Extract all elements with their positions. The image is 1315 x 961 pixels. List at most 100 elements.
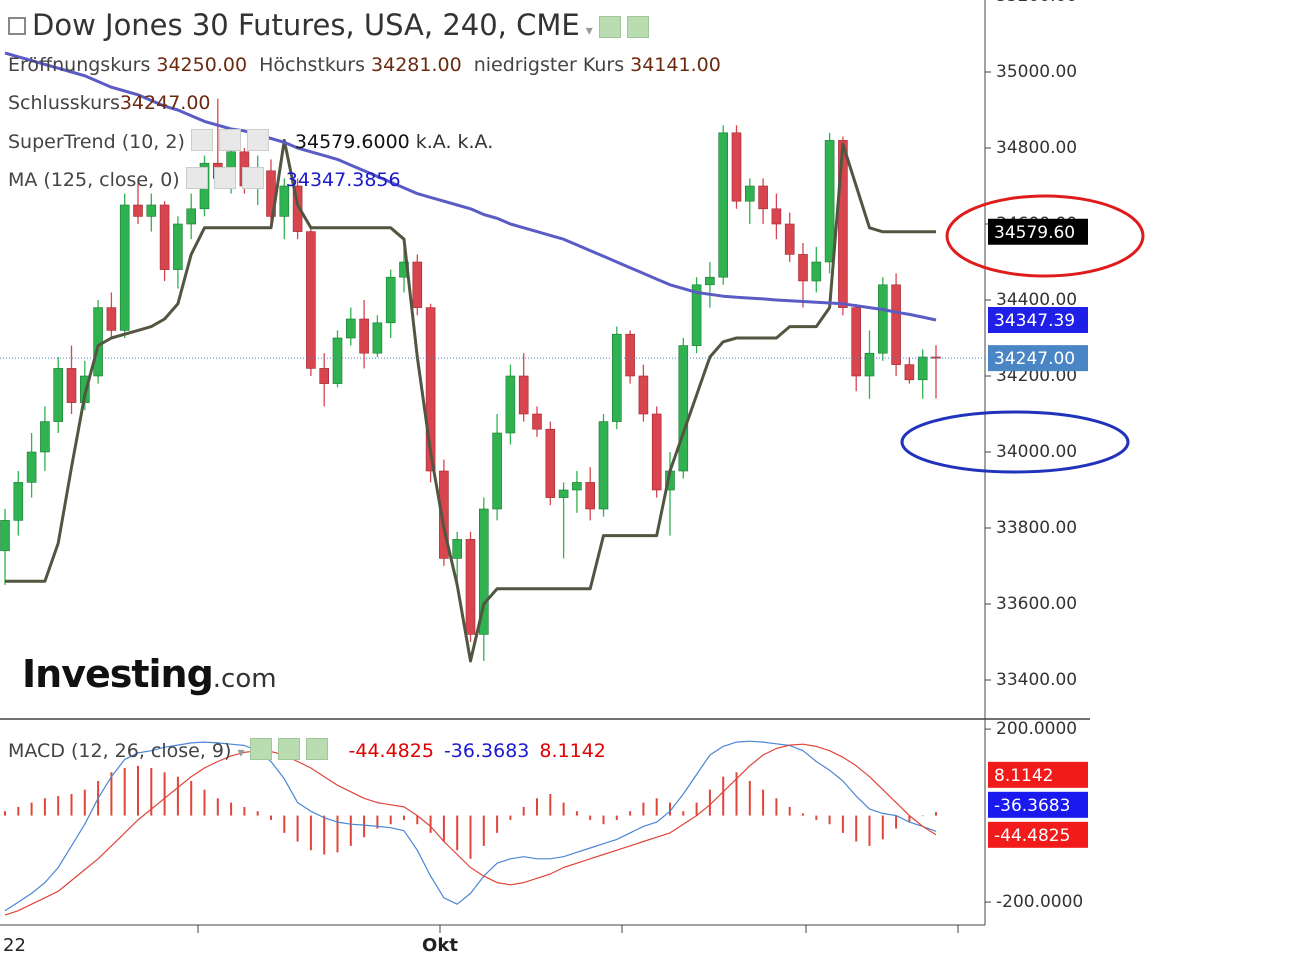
histogram-bar <box>828 815 831 825</box>
histogram-bar <box>176 776 179 816</box>
histogram-bar <box>868 815 871 846</box>
settings-icon[interactable] <box>598 16 621 38</box>
histogram-bar <box>815 815 818 820</box>
histogram-bar <box>30 802 33 816</box>
price-tag-label: -44.4825 <box>994 826 1070 846</box>
icon[interactable] <box>218 129 241 151</box>
candle-body <box>159 204 170 270</box>
indicator-line <box>4 51 937 322</box>
histogram-bar <box>4 811 6 816</box>
icon[interactable] <box>241 167 264 189</box>
candle-body <box>40 421 50 453</box>
histogram-bar <box>150 768 153 816</box>
y-tick-label: -200.0000 <box>996 892 1083 912</box>
icon[interactable] <box>190 129 213 151</box>
histogram-bar <box>482 815 485 846</box>
logo: Investing.com <box>22 652 277 696</box>
candle-body <box>758 185 768 210</box>
histogram-bar <box>536 798 538 816</box>
ohlc-legend: Eröffnungskurs 34250.00 Höchstkurs 34281.0… <box>8 54 727 76</box>
histogram-bar <box>363 815 366 838</box>
candle-body <box>385 276 396 324</box>
candle-body <box>838 140 848 308</box>
price-tag <box>988 761 1088 788</box>
candle-body <box>678 345 689 472</box>
indicator-legend: MA (125, close, 0) 34347.3856 <box>8 167 407 191</box>
ohlc-label: niedrigster Kurs <box>473 54 625 76</box>
candle-body <box>13 482 24 521</box>
y-tick-label: 200.0000 <box>996 719 1077 739</box>
icon[interactable] <box>306 738 329 760</box>
histogram-bar <box>921 815 924 817</box>
histogram-bar <box>296 815 299 842</box>
histogram-bar <box>389 815 392 825</box>
icon[interactable] <box>250 738 273 760</box>
histogram-bar <box>416 815 419 825</box>
candle-body <box>731 132 742 202</box>
title: Dow Jones 30 Futures, USA, 240, CME <box>32 8 580 42</box>
price-tag <box>988 218 1088 245</box>
indicator-line <box>4 743 937 916</box>
candle-body <box>651 413 662 491</box>
price-tag-label: 34347.39 <box>994 311 1075 331</box>
histogram-bar <box>469 815 472 859</box>
candle-body <box>119 204 130 331</box>
ohlc-legend: Schlusskurs34247.00 <box>8 92 217 114</box>
icon[interactable] <box>213 167 236 189</box>
candle-body <box>545 428 556 498</box>
candle-body <box>306 231 316 369</box>
candle-body <box>0 520 10 552</box>
candle-body <box>691 284 702 346</box>
histogram-bar <box>270 815 272 820</box>
candle-body <box>492 432 502 510</box>
ohlc-label: Eröffnungskurs <box>8 54 151 76</box>
indicator-name: SuperTrend (10, 2) <box>8 131 185 153</box>
y-tick-label: 33400.00 <box>996 670 1077 690</box>
price-tag-label: -36.3683 <box>994 796 1070 816</box>
indicator-line <box>5 138 936 663</box>
icon[interactable] <box>278 738 301 760</box>
macd-values: -44.4825 -36.3683 8.1142 <box>349 740 616 762</box>
indicator-value: k.A. <box>457 131 494 153</box>
histogram-bar <box>230 802 233 816</box>
histogram-bar <box>336 815 339 853</box>
y-tick-label: 35000.00 <box>996 62 1077 82</box>
dropdown-icon[interactable]: ▾ <box>585 23 593 39</box>
macd-value: -44.4825 <box>348 740 434 762</box>
histogram-bar <box>137 765 139 816</box>
dropdown-icon[interactable]: ▾ <box>237 745 245 761</box>
candle-body <box>106 307 117 331</box>
candle-body <box>439 470 449 559</box>
histogram-bar <box>908 815 911 823</box>
candle-body <box>53 368 64 422</box>
histogram-bar <box>110 772 113 816</box>
macd-value: -36.3683 <box>443 740 530 762</box>
histogram-bar <box>775 798 778 816</box>
price-tag-label: 34579.60 <box>994 223 1075 243</box>
candle-body <box>425 307 436 472</box>
price-tag <box>988 345 1088 372</box>
icon[interactable] <box>185 167 208 189</box>
candle-body <box>186 208 196 225</box>
x-ticks <box>197 925 959 933</box>
histogram-bar <box>429 815 432 833</box>
candle-body <box>705 276 715 286</box>
candle-body <box>638 375 649 415</box>
histogram-bar <box>376 815 379 829</box>
collapse-icon <box>8 17 26 35</box>
logo-text: Investing <box>22 652 214 696</box>
legend-title: Dow Jones 30 Futures, USA, 240, CME ▾ <box>8 8 655 42</box>
candle-body <box>851 307 862 377</box>
histogram-bar <box>123 768 126 816</box>
candle-body <box>319 368 330 384</box>
indicator-value: 34579.6000 <box>294 131 410 153</box>
icon[interactable] <box>246 129 269 151</box>
candle-body <box>811 261 822 282</box>
histogram-bar <box>403 815 405 820</box>
ohlc-value: 34281.00 <box>371 54 462 76</box>
histogram-bar <box>349 815 352 846</box>
histogram-bar <box>695 802 698 816</box>
histogram-bar <box>496 815 499 833</box>
settings-icon[interactable] <box>626 16 649 38</box>
